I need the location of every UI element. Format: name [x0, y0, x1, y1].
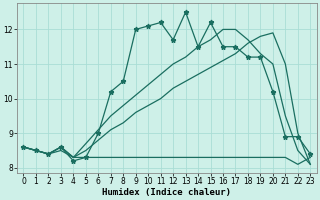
X-axis label: Humidex (Indice chaleur): Humidex (Indice chaleur): [102, 188, 231, 197]
